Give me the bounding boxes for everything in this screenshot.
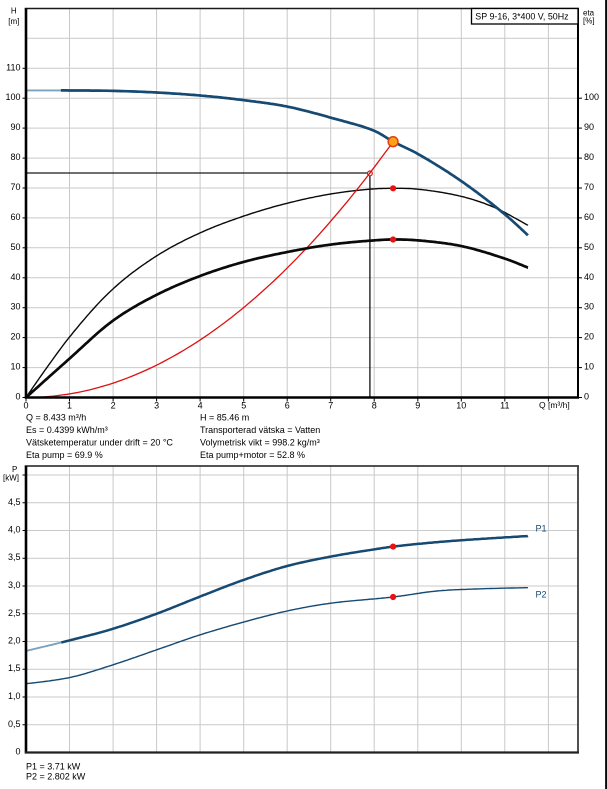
- svg-text:[%]: [%]: [583, 17, 595, 26]
- svg-text:H = 85.46 m: H = 85.46 m: [200, 412, 249, 422]
- svg-text:1: 1: [67, 401, 72, 411]
- svg-text:6: 6: [285, 401, 290, 411]
- svg-text:60: 60: [584, 212, 594, 222]
- svg-text:2,0: 2,0: [8, 636, 21, 646]
- svg-text:10: 10: [584, 362, 594, 372]
- svg-text:H: H: [11, 7, 17, 16]
- svg-text:P1: P1: [536, 523, 547, 533]
- svg-text:0: 0: [15, 392, 20, 402]
- svg-text:1,5: 1,5: [8, 663, 21, 673]
- svg-text:[kW]: [kW]: [3, 474, 19, 483]
- svg-text:Volymetrisk vikt = 998.2 kg/m³: Volymetrisk vikt = 998.2 kg/m³: [200, 438, 320, 448]
- svg-text:60: 60: [10, 212, 20, 222]
- svg-text:90: 90: [10, 122, 20, 132]
- svg-text:20: 20: [584, 332, 594, 342]
- svg-text:Q = 8.433 m³/h: Q = 8.433 m³/h: [26, 412, 86, 422]
- svg-text:110: 110: [6, 62, 20, 72]
- svg-text:11: 11: [500, 401, 509, 411]
- svg-text:P2 = 2.802 kW: P2 = 2.802 kW: [26, 771, 86, 781]
- svg-text:90: 90: [584, 122, 594, 132]
- svg-text:7: 7: [328, 401, 333, 411]
- svg-text:0: 0: [15, 747, 20, 757]
- svg-text:P2: P2: [536, 590, 547, 600]
- svg-text:P: P: [12, 465, 17, 474]
- svg-text:3: 3: [154, 401, 159, 411]
- svg-text:0: 0: [584, 392, 589, 402]
- svg-text:30: 30: [10, 302, 20, 312]
- svg-text:50: 50: [10, 242, 20, 252]
- svg-text:5: 5: [241, 401, 246, 411]
- svg-text:40: 40: [10, 272, 20, 282]
- svg-text:0,5: 0,5: [8, 719, 21, 729]
- svg-text:80: 80: [10, 152, 20, 162]
- svg-text:10: 10: [10, 362, 20, 372]
- svg-text:Transporterad vätska = Vatten: Transporterad vätska = Vatten: [200, 425, 320, 435]
- svg-text:3,0: 3,0: [8, 580, 21, 590]
- svg-text:Es = 0.4399 kWh/m³: Es = 0.4399 kWh/m³: [26, 425, 108, 435]
- svg-text:SP 9-16, 3*400 V, 50Hz: SP 9-16, 3*400 V, 50Hz: [475, 11, 568, 21]
- svg-text:1,0: 1,0: [8, 691, 21, 701]
- svg-text:9: 9: [415, 401, 420, 411]
- svg-text:70: 70: [584, 182, 594, 192]
- svg-text:4,5: 4,5: [8, 497, 21, 507]
- svg-text:4,0: 4,0: [8, 525, 21, 535]
- svg-text:20: 20: [10, 332, 20, 342]
- svg-text:0: 0: [23, 401, 28, 411]
- svg-text:Q [m³/h]: Q [m³/h]: [539, 400, 570, 410]
- svg-text:10: 10: [456, 401, 466, 411]
- svg-text:Vätsketemperatur under drift =: Vätsketemperatur under drift = 20 °C: [26, 438, 173, 448]
- svg-text:[m]: [m]: [8, 17, 19, 26]
- svg-text:8: 8: [372, 401, 377, 411]
- svg-text:Eta pump = 69.9 %: Eta pump = 69.9 %: [26, 450, 103, 460]
- svg-text:30: 30: [584, 302, 594, 312]
- svg-text:4: 4: [198, 401, 203, 411]
- svg-text:2,5: 2,5: [8, 608, 21, 618]
- svg-text:70: 70: [10, 182, 20, 192]
- svg-text:100: 100: [584, 92, 599, 102]
- svg-text:Eta pump+motor = 52.8 %: Eta pump+motor = 52.8 %: [200, 450, 305, 460]
- svg-text:40: 40: [584, 272, 594, 282]
- svg-text:eta: eta: [583, 9, 595, 18]
- svg-text:P1 = 3.71 kW: P1 = 3.71 kW: [26, 762, 81, 772]
- svg-text:2: 2: [111, 401, 116, 411]
- svg-text:3,5: 3,5: [8, 552, 21, 562]
- svg-text:50: 50: [584, 242, 594, 252]
- svg-text:80: 80: [584, 152, 594, 162]
- svg-text:100: 100: [5, 92, 20, 102]
